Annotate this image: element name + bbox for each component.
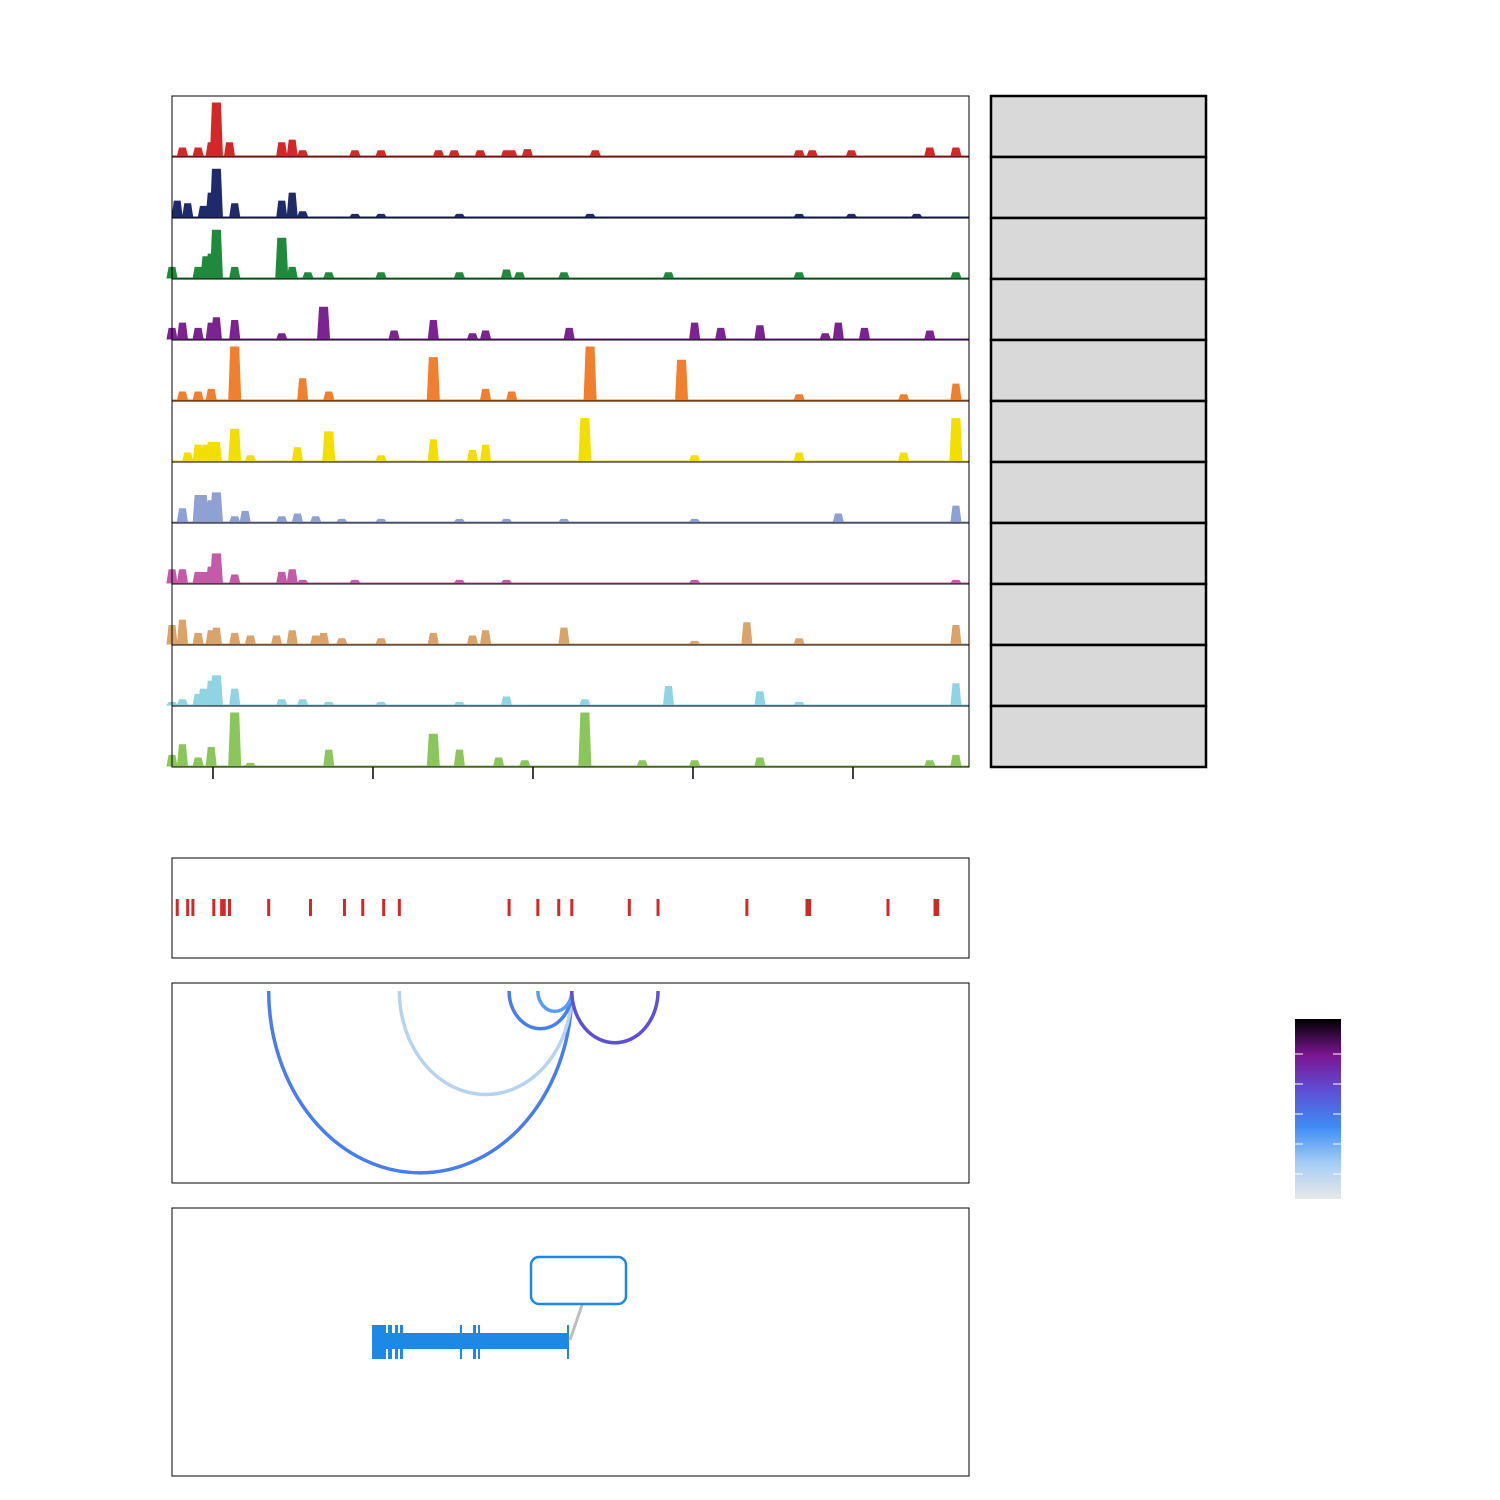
peak-marker <box>656 899 660 916</box>
gene-exon <box>567 1325 569 1359</box>
track-label-box <box>989 94 1208 159</box>
peak-marker <box>627 899 631 916</box>
link-arc <box>570 990 660 1045</box>
peak-marker <box>342 899 346 916</box>
coverage-track <box>171 400 970 463</box>
x-axis <box>212 767 854 779</box>
coverage-area <box>166 712 969 767</box>
coverage-track <box>171 339 970 402</box>
peak-marker <box>220 899 224 916</box>
track-label-box <box>989 399 1208 464</box>
gene-exon <box>478 1325 480 1359</box>
coverage-area <box>172 492 969 523</box>
peak-marker <box>227 899 231 916</box>
track-frame <box>171 461 970 524</box>
link-arc <box>397 990 574 1097</box>
peak-marker <box>808 899 812 916</box>
peak-marker-panel <box>171 857 970 959</box>
arc-panel-frame <box>171 982 970 1184</box>
gene-panel-frame <box>171 1207 970 1477</box>
coverage-area <box>166 306 969 340</box>
coverage-area <box>166 553 969 584</box>
coverage-area <box>172 346 969 401</box>
peak-marker <box>267 899 271 916</box>
peak-marker <box>175 899 179 916</box>
colorbar-gradient <box>1295 1019 1341 1199</box>
coverage-track <box>166 217 970 280</box>
gene-exon <box>473 1325 476 1359</box>
track-label-box <box>989 277 1208 342</box>
gene-exon <box>460 1325 462 1359</box>
peak-marker <box>222 899 226 916</box>
coverage-track <box>171 461 970 524</box>
gene-exon <box>372 1325 386 1359</box>
peak-marker <box>212 899 216 916</box>
gene-panel <box>171 1207 970 1477</box>
peak-marker <box>536 899 540 916</box>
coverage-area <box>172 102 969 157</box>
gene-label-leader <box>568 1304 584 1341</box>
peak-marker <box>805 899 809 916</box>
coverage-area <box>172 418 969 462</box>
track-label-box <box>989 643 1208 708</box>
peak-marker <box>186 899 190 916</box>
track-label-box <box>989 338 1208 403</box>
coverage-track <box>166 583 970 646</box>
peak-marker <box>382 899 386 916</box>
peak-marker <box>936 899 940 916</box>
track-label-box <box>989 521 1208 586</box>
peak-marker <box>570 899 574 916</box>
peak-marker <box>191 899 195 916</box>
peak-marker <box>886 899 890 916</box>
coverage-track <box>166 522 970 585</box>
gene-exon <box>395 1325 398 1359</box>
coverage-track <box>171 156 970 219</box>
link-arc <box>507 990 574 1031</box>
gene-exon <box>388 1325 392 1359</box>
track-frame <box>171 339 970 402</box>
peak-marker <box>308 899 312 916</box>
peak-marker <box>745 899 749 916</box>
peak-panel-frame <box>171 857 970 959</box>
colorbar <box>1295 1019 1341 1199</box>
coverage-track <box>165 644 970 707</box>
coverage-tracks <box>165 95 970 768</box>
gene-model <box>372 1325 569 1359</box>
coverage-track <box>166 705 970 768</box>
track-label-boxes <box>989 94 1208 769</box>
link-arc-panel <box>171 982 970 1184</box>
track-label-box <box>989 460 1208 525</box>
coverage-area <box>166 619 969 645</box>
peak-marker <box>557 899 561 916</box>
peak-marker <box>933 899 937 916</box>
gene-exon <box>400 1325 403 1359</box>
track-frame <box>171 705 970 768</box>
track-label-box <box>989 704 1208 769</box>
gene-body <box>372 1333 568 1349</box>
track-frame <box>171 644 970 707</box>
track-label-box <box>989 582 1208 647</box>
coverage-area <box>165 675 969 706</box>
track-label-box <box>989 155 1208 220</box>
link-arc <box>536 990 574 1014</box>
coverage-area <box>166 229 969 279</box>
peak-marker <box>397 899 401 916</box>
track-frame <box>171 400 970 463</box>
link-arc <box>266 990 574 1175</box>
peak-marker <box>507 899 511 916</box>
coverage-track <box>171 95 970 158</box>
peak-marker <box>361 899 365 916</box>
track-label-box <box>989 216 1208 281</box>
coverage-area <box>171 168 969 218</box>
coverage-track <box>166 278 970 341</box>
gene-label-box <box>529 1255 628 1306</box>
